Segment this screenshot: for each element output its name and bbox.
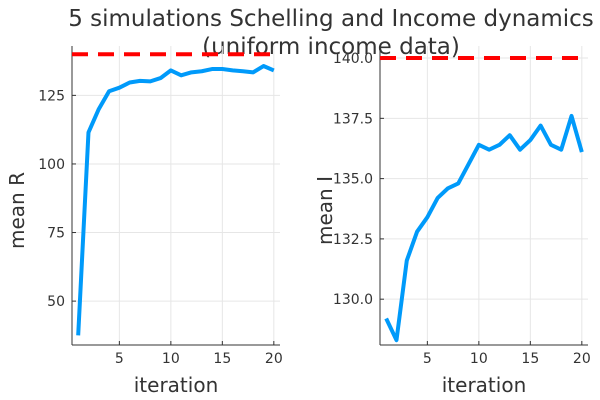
right-y-tick-label: 135.0 [333, 172, 373, 188]
right-y-tick-label: 137.5 [333, 111, 373, 127]
left-x-tick-label: 20 [265, 351, 283, 367]
left-y-tick-label: 50 [47, 294, 65, 310]
left-y-tick-label: 100 [38, 157, 65, 173]
left-series-line [76, 64, 275, 336]
chart-title-line2: (uniform income data) [202, 34, 460, 60]
right-x-tick-label: 15 [521, 351, 539, 367]
right-chart-panel: 5 10 15 20 130.0 132.5 135.0 137.5 140.0 iteratio… [313, 46, 591, 397]
left-x-tick-label: 15 [213, 351, 231, 367]
left-chart-panel: 5 10 15 20 50 75 100 125 iteration mean R [5, 46, 283, 397]
chart-title-line1: 5 simulations Schelling and Income dynam… [68, 6, 594, 32]
right-y-tick-label: 140.0 [333, 51, 373, 67]
left-x-axis-label: iteration [134, 373, 219, 397]
right-x-axis-label: iteration [442, 373, 527, 397]
right-y-axis-label: mean I [313, 176, 337, 245]
right-series-line [384, 113, 584, 343]
left-y-tick-label: 75 [47, 226, 65, 242]
left-x-tick-label: 10 [162, 351, 180, 367]
right-y-tick-label: 132.5 [333, 232, 373, 248]
right-x-tick-label: 5 [423, 351, 432, 367]
left-y-tick-label: 125 [38, 88, 65, 104]
right-x-tick-label: 10 [470, 351, 488, 367]
right-y-tick-label: 130.0 [333, 292, 373, 308]
left-y-axis-label: mean R [5, 172, 29, 249]
left-x-tick-label: 5 [115, 351, 124, 367]
right-x-tick-label: 20 [573, 351, 591, 367]
